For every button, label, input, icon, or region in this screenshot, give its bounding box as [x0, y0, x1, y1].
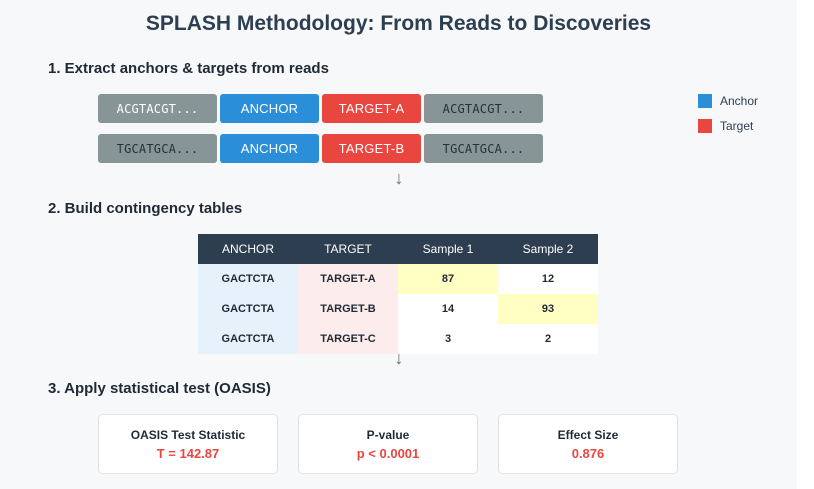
table-header-row: ANCHOR TARGET Sample 1 Sample 2 — [198, 234, 598, 264]
table-row: GACTCTA TARGET-B 14 93 — [198, 294, 598, 324]
read-2-left-flank: TGCATGCA... — [98, 134, 217, 163]
diagram-panel: SPLASH Methodology: From Reads to Discov… — [48, 12, 759, 474]
down-arrow-icon: ↓ — [394, 348, 404, 368]
read-1-left-flank: ACGTACGT... — [98, 94, 217, 123]
read-1-anchor: ANCHOR — [220, 94, 319, 123]
read-2-right-flank: TGCATGCA... — [424, 134, 543, 163]
legend-target: Target — [698, 119, 753, 133]
cell-anchor: GACTCTA — [198, 294, 298, 324]
cell-sample-1: 14 — [398, 294, 498, 324]
cell-target: TARGET-A — [298, 264, 398, 294]
step-2-heading: 2. Build contingency tables — [48, 200, 243, 217]
result-card-test-statistic: OASIS Test Statistic T = 142.87 — [98, 414, 278, 474]
result-label: Effect Size — [557, 428, 619, 442]
read-1-target: TARGET-A — [322, 94, 421, 123]
cell-sample-1: 3 — [398, 324, 498, 354]
header-target: TARGET — [298, 234, 398, 264]
step-3-heading: 3. Apply statistical test (OASIS) — [48, 380, 271, 397]
cell-target: TARGET-B — [298, 294, 398, 324]
cell-sample-2: 12 — [498, 264, 598, 294]
header-sample-2: Sample 2 — [498, 234, 598, 264]
table-row: GACTCTA TARGET-C 3 2 — [198, 324, 598, 354]
cell-target: TARGET-C — [298, 324, 398, 354]
page-title: SPLASH Methodology: From Reads to Discov… — [145, 12, 652, 35]
result-value: 0.876 — [571, 446, 605, 461]
step-1-heading: 1. Extract anchors & targets from reads — [48, 60, 329, 77]
read-2-target: TARGET-B — [322, 134, 421, 163]
legend-anchor: Anchor — [698, 94, 758, 108]
legend-target-swatch — [698, 119, 712, 133]
cell-anchor: GACTCTA — [198, 264, 298, 294]
legend-target-label: Target — [720, 119, 754, 133]
contingency-table: ANCHOR TARGET Sample 1 Sample 2 GACTCTA … — [198, 234, 598, 354]
result-value: p < 0.0001 — [356, 446, 420, 461]
result-card-effect-size: Effect Size 0.876 — [498, 414, 678, 474]
cell-sample-2: 93 — [498, 294, 598, 324]
header-anchor: ANCHOR — [198, 234, 298, 264]
cell-anchor: GACTCTA — [198, 324, 298, 354]
result-value: T = 142.87 — [156, 446, 220, 461]
header-sample-1: Sample 1 — [398, 234, 498, 264]
cell-sample-1: 87 — [398, 264, 498, 294]
result-card-p-value: P-value p < 0.0001 — [298, 414, 478, 474]
legend-anchor-label: Anchor — [720, 94, 759, 108]
down-arrow-icon: ↓ — [394, 168, 404, 188]
legend-anchor-swatch — [698, 94, 712, 108]
read-2-anchor: ANCHOR — [220, 134, 319, 163]
result-label: OASIS Test Statistic — [130, 428, 246, 442]
table-row: GACTCTA TARGET-A 87 12 — [198, 264, 598, 294]
result-label: P-value — [366, 428, 410, 442]
read-1-right-flank: ACGTACGT... — [424, 94, 543, 123]
cell-sample-2: 2 — [498, 324, 598, 354]
